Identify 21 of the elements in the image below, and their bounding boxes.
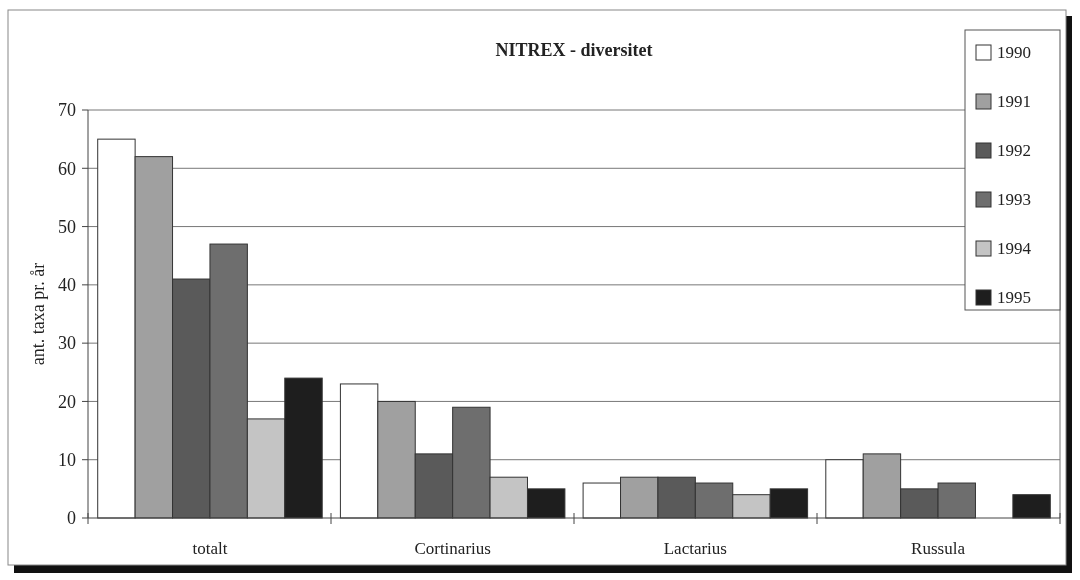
legend-label: 1991	[997, 92, 1031, 112]
y-tick-label: 20	[58, 391, 76, 412]
y-tick-label: 0	[67, 508, 76, 529]
x-tick-label: Russula	[911, 539, 966, 558]
y-tick-label: 70	[58, 100, 76, 121]
legend-label: 1994	[997, 239, 1032, 259]
x-tick-label: Lactarius	[663, 539, 727, 558]
legend-label: 1995	[997, 288, 1031, 308]
x-tick-label: totalt	[192, 539, 228, 558]
legend-label: 1993	[997, 190, 1031, 210]
y-tick-label: 30	[58, 333, 76, 354]
legend-label: 1992	[997, 141, 1031, 161]
bar	[1012, 494, 1051, 519]
y-tick-label: 40	[58, 275, 76, 296]
y-tick-label: 10	[58, 450, 76, 471]
chart-title: NITREX - diversitet	[495, 40, 653, 60]
y-axis-title: ant. taxa pr. år	[28, 262, 48, 366]
y-tick-label: 60	[58, 158, 76, 179]
legend-label: 1990	[997, 43, 1031, 63]
x-tick-label: Cortinarius	[414, 539, 491, 558]
y-tick-label: 50	[58, 216, 76, 237]
